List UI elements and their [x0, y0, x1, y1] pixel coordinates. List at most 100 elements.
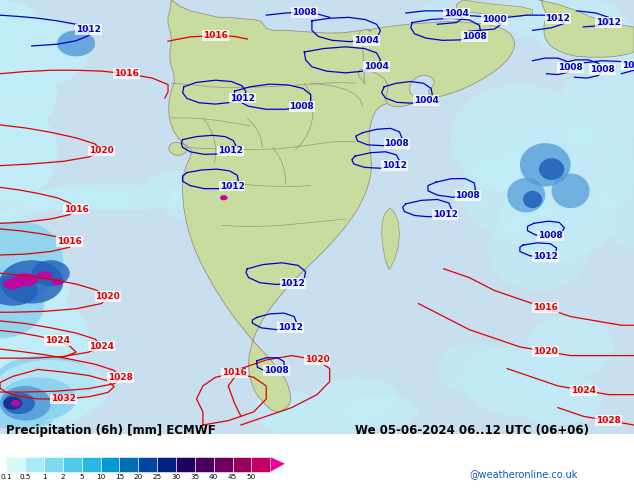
Ellipse shape: [217, 193, 233, 204]
Ellipse shape: [418, 0, 495, 28]
Text: 1032: 1032: [51, 394, 76, 403]
Bar: [44, 457, 63, 472]
Ellipse shape: [463, 347, 577, 416]
Ellipse shape: [171, 178, 235, 213]
Ellipse shape: [0, 386, 51, 420]
Text: 1004: 1004: [354, 36, 379, 45]
Polygon shape: [539, 0, 634, 57]
Text: 1008: 1008: [264, 366, 289, 375]
Text: 15: 15: [115, 474, 124, 480]
Ellipse shape: [11, 400, 20, 407]
Text: 1012: 1012: [230, 94, 255, 102]
Text: 1004: 1004: [444, 9, 469, 19]
Ellipse shape: [3, 279, 22, 290]
Ellipse shape: [263, 195, 307, 221]
Ellipse shape: [0, 356, 95, 408]
Text: 1016: 1016: [203, 31, 228, 40]
Text: 1024: 1024: [44, 336, 70, 345]
Text: 1012: 1012: [382, 161, 407, 170]
Bar: [6, 457, 25, 472]
Ellipse shape: [602, 141, 634, 249]
Ellipse shape: [0, 213, 70, 351]
Text: 1012: 1012: [280, 279, 306, 288]
Ellipse shape: [25, 184, 203, 210]
Text: 40: 40: [209, 474, 218, 480]
Bar: [195, 457, 214, 472]
Ellipse shape: [220, 195, 228, 200]
Ellipse shape: [146, 172, 209, 202]
Ellipse shape: [463, 156, 552, 234]
Text: 1012: 1012: [596, 18, 621, 27]
Text: 1008: 1008: [292, 8, 317, 17]
Ellipse shape: [260, 403, 374, 438]
Ellipse shape: [558, 65, 634, 152]
Ellipse shape: [0, 0, 38, 44]
Bar: [25, 457, 44, 472]
Text: We 05-06-2024 06..12 UTC (06+06): We 05-06-2024 06..12 UTC (06+06): [355, 424, 589, 437]
Text: 20: 20: [134, 474, 143, 480]
Ellipse shape: [206, 189, 238, 206]
Ellipse shape: [311, 377, 399, 420]
Ellipse shape: [51, 279, 63, 285]
Text: 30: 30: [171, 474, 181, 480]
Text: 1016: 1016: [533, 303, 558, 313]
Ellipse shape: [572, 27, 582, 34]
Text: 1012: 1012: [432, 210, 458, 219]
Bar: [101, 457, 119, 472]
Bar: [63, 457, 82, 472]
Text: 1016: 1016: [63, 204, 89, 214]
Text: 1012: 1012: [533, 252, 558, 261]
Ellipse shape: [197, 202, 260, 232]
Bar: [251, 457, 270, 472]
Bar: [214, 457, 233, 472]
Text: 1012: 1012: [219, 181, 245, 191]
Ellipse shape: [342, 394, 418, 429]
Ellipse shape: [190, 195, 216, 213]
Bar: [233, 457, 251, 472]
Ellipse shape: [488, 213, 590, 291]
Text: 1008: 1008: [289, 102, 314, 111]
Polygon shape: [358, 22, 515, 107]
Ellipse shape: [0, 386, 63, 429]
Text: 1020: 1020: [533, 347, 558, 356]
Text: 1: 1: [42, 474, 46, 480]
Bar: [138, 457, 157, 472]
Text: 1016: 1016: [222, 368, 247, 377]
Text: 1020: 1020: [304, 355, 330, 365]
Text: 35: 35: [190, 474, 200, 480]
Ellipse shape: [591, 19, 600, 25]
Text: 1000: 1000: [622, 61, 634, 70]
Ellipse shape: [526, 317, 615, 377]
Text: 1024: 1024: [89, 342, 114, 350]
Ellipse shape: [507, 126, 634, 221]
Text: 1028: 1028: [108, 373, 133, 382]
Ellipse shape: [463, 4, 552, 39]
Text: 1004: 1004: [413, 96, 439, 105]
Text: 0.1: 0.1: [1, 474, 12, 480]
Text: 1008: 1008: [462, 32, 487, 41]
Ellipse shape: [495, 0, 621, 30]
Ellipse shape: [57, 30, 95, 56]
Bar: [119, 457, 138, 472]
Ellipse shape: [507, 178, 545, 213]
Text: 1012: 1012: [76, 25, 101, 34]
Polygon shape: [456, 0, 533, 17]
Text: 1016: 1016: [114, 69, 139, 78]
Bar: [157, 457, 176, 472]
Ellipse shape: [0, 368, 95, 429]
Text: 1012: 1012: [218, 147, 243, 155]
Ellipse shape: [165, 195, 216, 221]
Text: 1008: 1008: [558, 63, 583, 72]
Ellipse shape: [0, 104, 57, 199]
Text: 5: 5: [79, 474, 84, 480]
Ellipse shape: [533, 4, 634, 56]
Ellipse shape: [231, 192, 250, 207]
Ellipse shape: [0, 260, 63, 304]
Text: 1008: 1008: [538, 231, 563, 241]
Ellipse shape: [577, 35, 634, 78]
Ellipse shape: [520, 143, 571, 187]
Ellipse shape: [0, 191, 51, 217]
Ellipse shape: [552, 173, 590, 208]
Text: Precipitation (6h) [mm] ECMWF: Precipitation (6h) [mm] ECMWF: [6, 424, 216, 437]
Ellipse shape: [604, 31, 613, 38]
